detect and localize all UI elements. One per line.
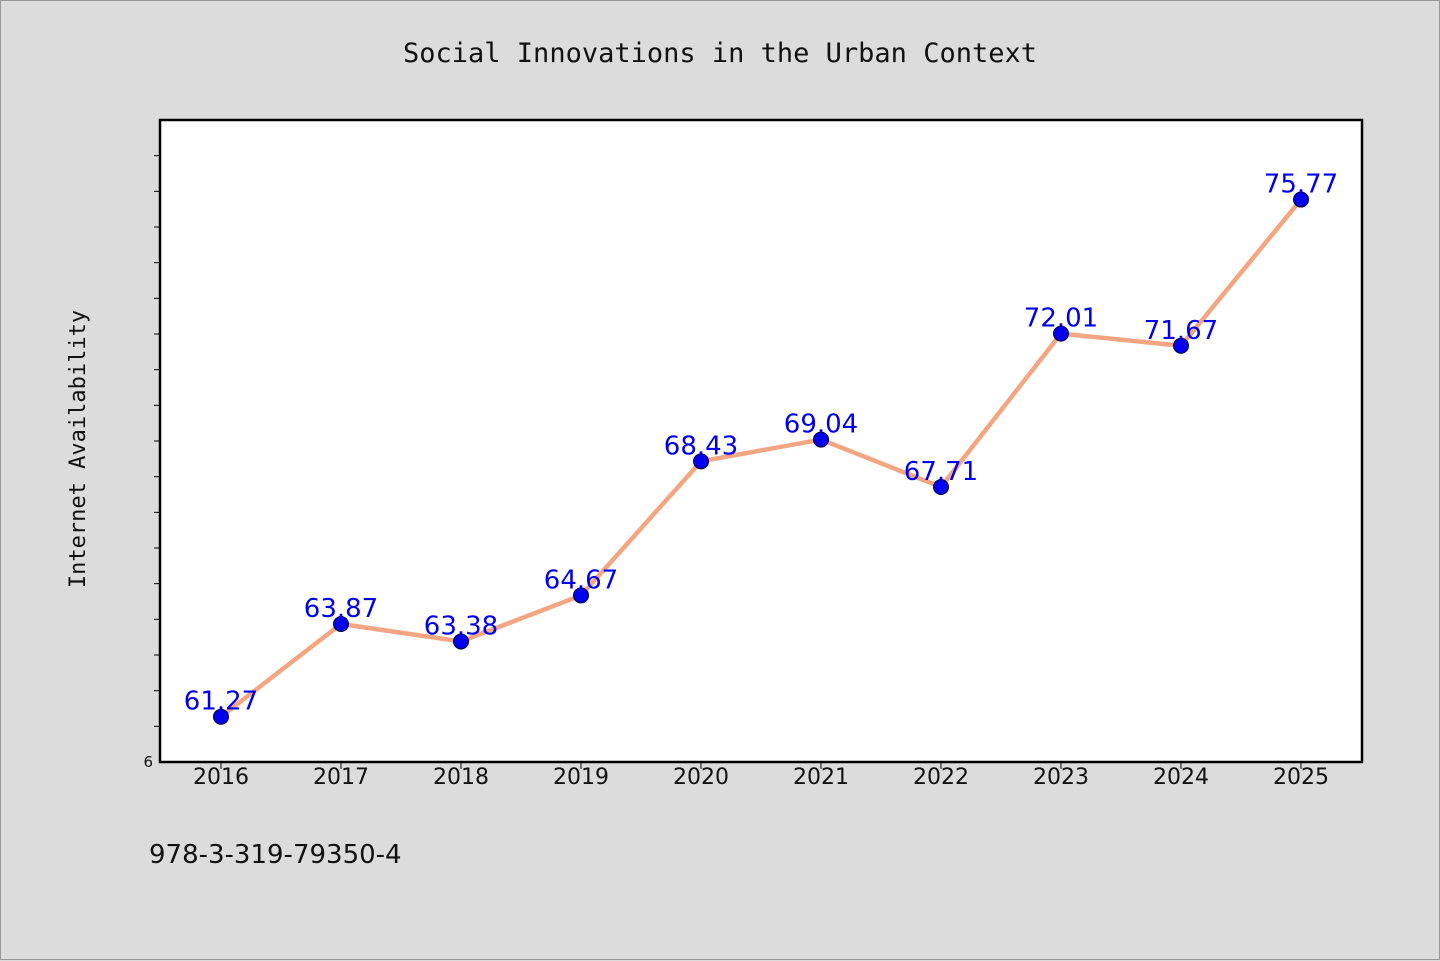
- plot-area: [158, 118, 1364, 764]
- data-value-label: 71.67: [1144, 316, 1218, 346]
- data-point-marker: [213, 708, 229, 725]
- data-point-marker: [1173, 337, 1189, 354]
- y-axis-ticks: 6: [143, 155, 160, 771]
- series-line: [218, 197, 1304, 719]
- x-tick-label: 2018: [433, 765, 489, 790]
- x-tick-label: 2020: [673, 765, 729, 790]
- x-tick-label: 2022: [913, 765, 969, 790]
- x-tick-label: 2023: [1033, 765, 1089, 790]
- data-point-marker: [333, 615, 349, 632]
- data-point-marker: [453, 633, 469, 650]
- data-value-label: 68.43: [664, 431, 738, 461]
- x-tick-label: 2019: [553, 765, 609, 790]
- x-tick-label: 2016: [193, 765, 249, 790]
- y-axis-label: Internet Availability: [66, 310, 91, 588]
- x-tick-label: 2024: [1153, 765, 1209, 790]
- data-point-marker: [813, 431, 829, 448]
- data-value-label: 64.67: [544, 565, 618, 595]
- data-point-marker: [573, 587, 589, 604]
- data-label-layer: 61.27 63.87 63.38 64.67 68.43 69.04 67.71 72.01…: [184, 170, 1338, 717]
- data-value-label: 63.87: [304, 594, 378, 624]
- x-tick-label: 2025: [1273, 765, 1329, 790]
- data-value-label: 63.38: [424, 611, 498, 641]
- data-value-label: 69.04: [784, 410, 858, 440]
- x-tick-label: 2021: [793, 765, 849, 790]
- data-point-marker: [1053, 325, 1069, 342]
- data-value-label: 75.77: [1264, 170, 1338, 200]
- data-point-marker: [1293, 191, 1309, 208]
- data-point-marker: [933, 479, 949, 496]
- y-tick-label: 6: [143, 753, 153, 771]
- data-value-label: 72.01: [1024, 304, 1098, 334]
- data-value-label: 61.27: [184, 687, 258, 717]
- x-axis-ticks: 2016 2017 2018 2019 2020 2021 2022 2023 2024 2025: [193, 762, 1329, 790]
- x-tick-label: 2017: [313, 765, 369, 790]
- data-point-marker: [693, 453, 709, 470]
- series-layer: [218, 197, 1304, 719]
- isbn-footnote: 978-3-319-79350-4: [149, 840, 402, 870]
- chart-title: Social Innovations in the Urban Context: [403, 38, 1037, 69]
- data-value-label: 67.71: [904, 457, 978, 487]
- marker-layer: [213, 191, 1309, 725]
